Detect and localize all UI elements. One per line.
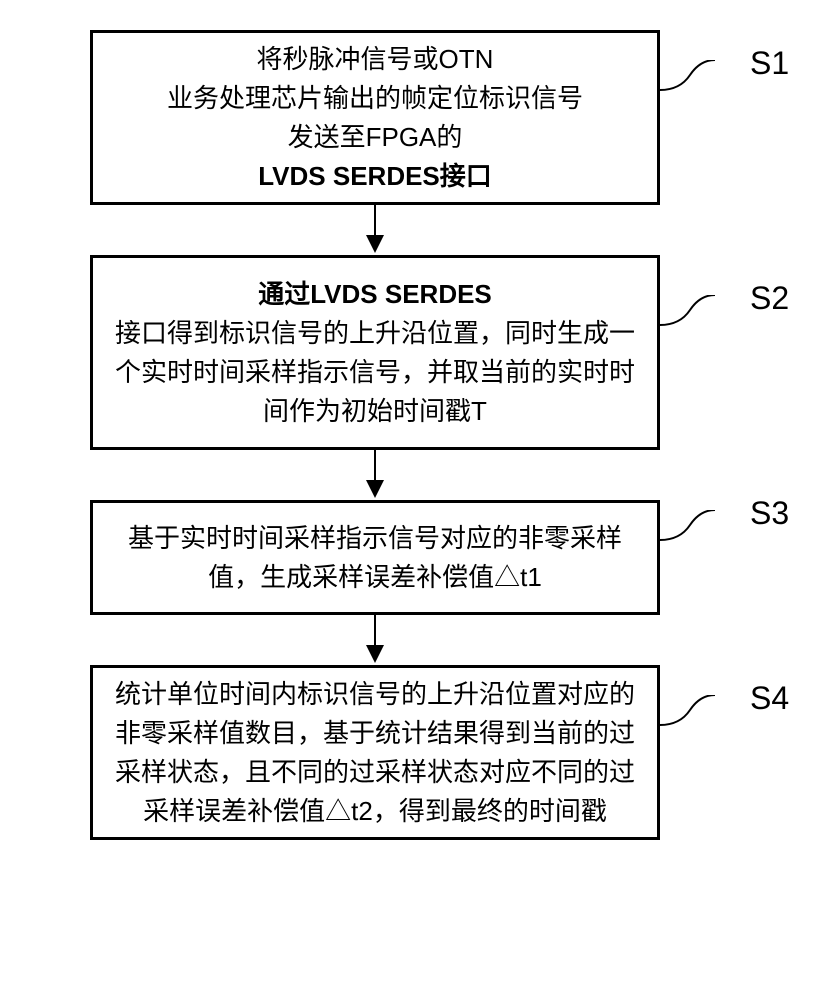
arrow-line: [374, 205, 376, 235]
step1-line2: 业务处理芯片输出的帧定位标识信号: [167, 79, 583, 118]
arrow-1-2: [40, 205, 774, 255]
step-row-3: 基于实时时间采样指示信号对应的非零采样值，生成采样误差补偿值△t1 S3: [40, 500, 774, 615]
step2-line1: 通过LVDS SERDES: [258, 275, 492, 314]
step-row-2: 通过LVDS SERDES 接口得到标识信号的上升沿位置，同时生成一个实时时间采…: [40, 255, 774, 450]
arrow-2-3: [40, 450, 774, 500]
step2-line2: 接口得到标识信号的上升沿位置，同时生成一个实时时间采样指示信号，并取当前的实时时…: [113, 314, 637, 431]
arrow-line: [374, 615, 376, 645]
arrow-head: [366, 480, 384, 498]
step4-line1: 统计单位时间内标识信号的上升沿位置对应的非零采样值数目，基于统计结果得到当前的过…: [113, 675, 637, 831]
step-box-4: 统计单位时间内标识信号的上升沿位置对应的非零采样值数目，基于统计结果得到当前的过…: [90, 665, 660, 840]
step1-line1: 将秒脉冲信号或OTN: [257, 40, 494, 79]
step-box-3: 基于实时时间采样指示信号对应的非零采样值，生成采样误差补偿值△t1: [90, 500, 660, 615]
step-label-3: S3: [750, 495, 789, 532]
step-row-1: 将秒脉冲信号或OTN 业务处理芯片输出的帧定位标识信号 发送至FPGA的 LVD…: [40, 30, 774, 205]
step-label-2: S2: [750, 280, 789, 317]
arrow-3-4: [40, 615, 774, 665]
step1-line4: LVDS SERDES接口: [258, 157, 492, 196]
connector-curve-2: [660, 295, 720, 335]
connector-curve-4: [660, 695, 720, 735]
arrow-head: [366, 235, 384, 253]
step3-line1: 基于实时时间采样指示信号对应的非零采样值，生成采样误差补偿值△t1: [113, 519, 637, 597]
step-box-2: 通过LVDS SERDES 接口得到标识信号的上升沿位置，同时生成一个实时时间采…: [90, 255, 660, 450]
arrow-head: [366, 645, 384, 663]
step-label-1: S1: [750, 45, 789, 82]
arrow-line: [374, 450, 376, 480]
step1-line3: 发送至FPGA的: [288, 118, 463, 157]
connector-curve-1: [660, 60, 720, 100]
connector-curve-3: [660, 510, 720, 550]
flowchart-container: 将秒脉冲信号或OTN 业务处理芯片输出的帧定位标识信号 发送至FPGA的 LVD…: [0, 0, 814, 870]
step-row-4: 统计单位时间内标识信号的上升沿位置对应的非零采样值数目，基于统计结果得到当前的过…: [40, 665, 774, 840]
step-box-1: 将秒脉冲信号或OTN 业务处理芯片输出的帧定位标识信号 发送至FPGA的 LVD…: [90, 30, 660, 205]
step-label-4: S4: [750, 680, 789, 717]
